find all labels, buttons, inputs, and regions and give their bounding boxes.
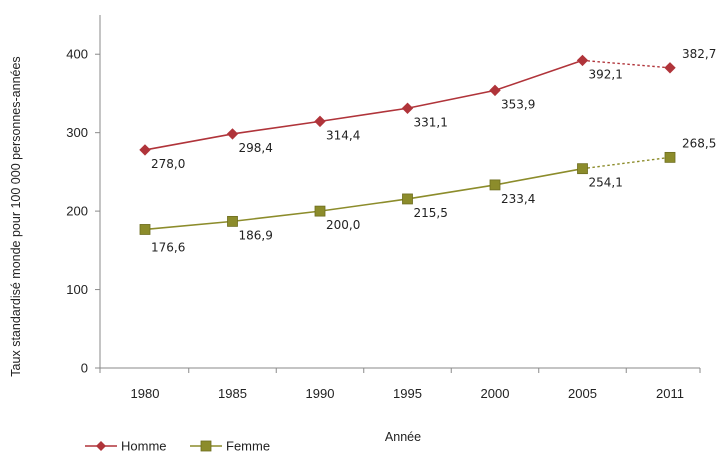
y-tick-label: 300 xyxy=(66,125,88,140)
y-tick-label: 400 xyxy=(66,47,88,62)
legend-label-femme: Femme xyxy=(226,439,270,454)
data-point-homme xyxy=(401,102,414,114)
data-point-homme xyxy=(139,144,151,156)
data-label-femme: 215,5 xyxy=(414,206,448,220)
series-line-homme xyxy=(144,59,583,151)
series-group xyxy=(139,54,676,235)
series-dashed-segment-femme xyxy=(582,156,671,170)
data-point-femme xyxy=(577,163,588,175)
data-label-homme: 298,4 xyxy=(239,141,273,155)
legend: Homme Femme xyxy=(85,439,270,454)
x-tick-label: 2011 xyxy=(656,386,684,401)
data-label-homme: 382,7 xyxy=(682,47,716,61)
y-tick-label: 0 xyxy=(81,361,88,376)
y-tick-label: 200 xyxy=(66,204,88,219)
data-label-femme: 200,0 xyxy=(326,218,360,232)
legend-label-homme: Homme xyxy=(121,439,167,454)
legend-marker-homme xyxy=(96,441,106,451)
x-tick-label: 1995 xyxy=(393,386,422,401)
data-label-homme: 331,1 xyxy=(414,115,448,129)
data-label-femme: 254,1 xyxy=(589,176,623,190)
data-point-femme xyxy=(664,151,676,163)
data-point-homme xyxy=(226,128,239,140)
data-point-homme xyxy=(576,54,589,67)
x-tick-label: 2005 xyxy=(568,386,597,401)
x-tick-label: 1985 xyxy=(218,386,247,401)
data-point-femme xyxy=(402,193,413,205)
data-point-homme xyxy=(314,115,326,128)
data-label-homme: 353,9 xyxy=(501,97,535,111)
data-label-homme: 314,4 xyxy=(326,128,360,142)
y-tick-group: 0 100 200 300 400 xyxy=(66,47,100,376)
data-point-femme xyxy=(139,224,151,235)
data-point-femme xyxy=(314,205,326,217)
x-tick-label: 1980 xyxy=(131,386,160,401)
data-point-femme xyxy=(489,179,501,191)
data-point-homme xyxy=(489,84,501,97)
data-point-homme xyxy=(664,62,676,74)
y-tick-label: 100 xyxy=(66,282,88,297)
data-label-femme: 186,9 xyxy=(239,228,273,242)
data-label-homme: 278,0 xyxy=(151,157,185,171)
x-tick-label: 2000 xyxy=(481,386,510,401)
data-point-femme xyxy=(227,215,238,227)
data-label-femme: 233,4 xyxy=(501,192,535,206)
data-label-homme: 392,1 xyxy=(589,67,623,81)
y-axis-title: Taux standardisé monde pour 100 000 pers… xyxy=(9,56,23,376)
x-tick-group: 1980 1985 1990 1995 2000 2005 2011 xyxy=(99,368,701,401)
legend-marker-femme xyxy=(200,440,212,452)
x-tick-label: 1990 xyxy=(306,386,335,401)
data-label-group: 278,0 298,4 314,4 331,1 353,9 392,1 382,7 176,6… xyxy=(151,47,716,255)
data-label-femme: 268,5 xyxy=(682,136,716,150)
series-line-femme xyxy=(144,167,583,231)
x-axis-title: Année xyxy=(385,430,421,444)
data-label-femme: 176,6 xyxy=(151,240,185,254)
